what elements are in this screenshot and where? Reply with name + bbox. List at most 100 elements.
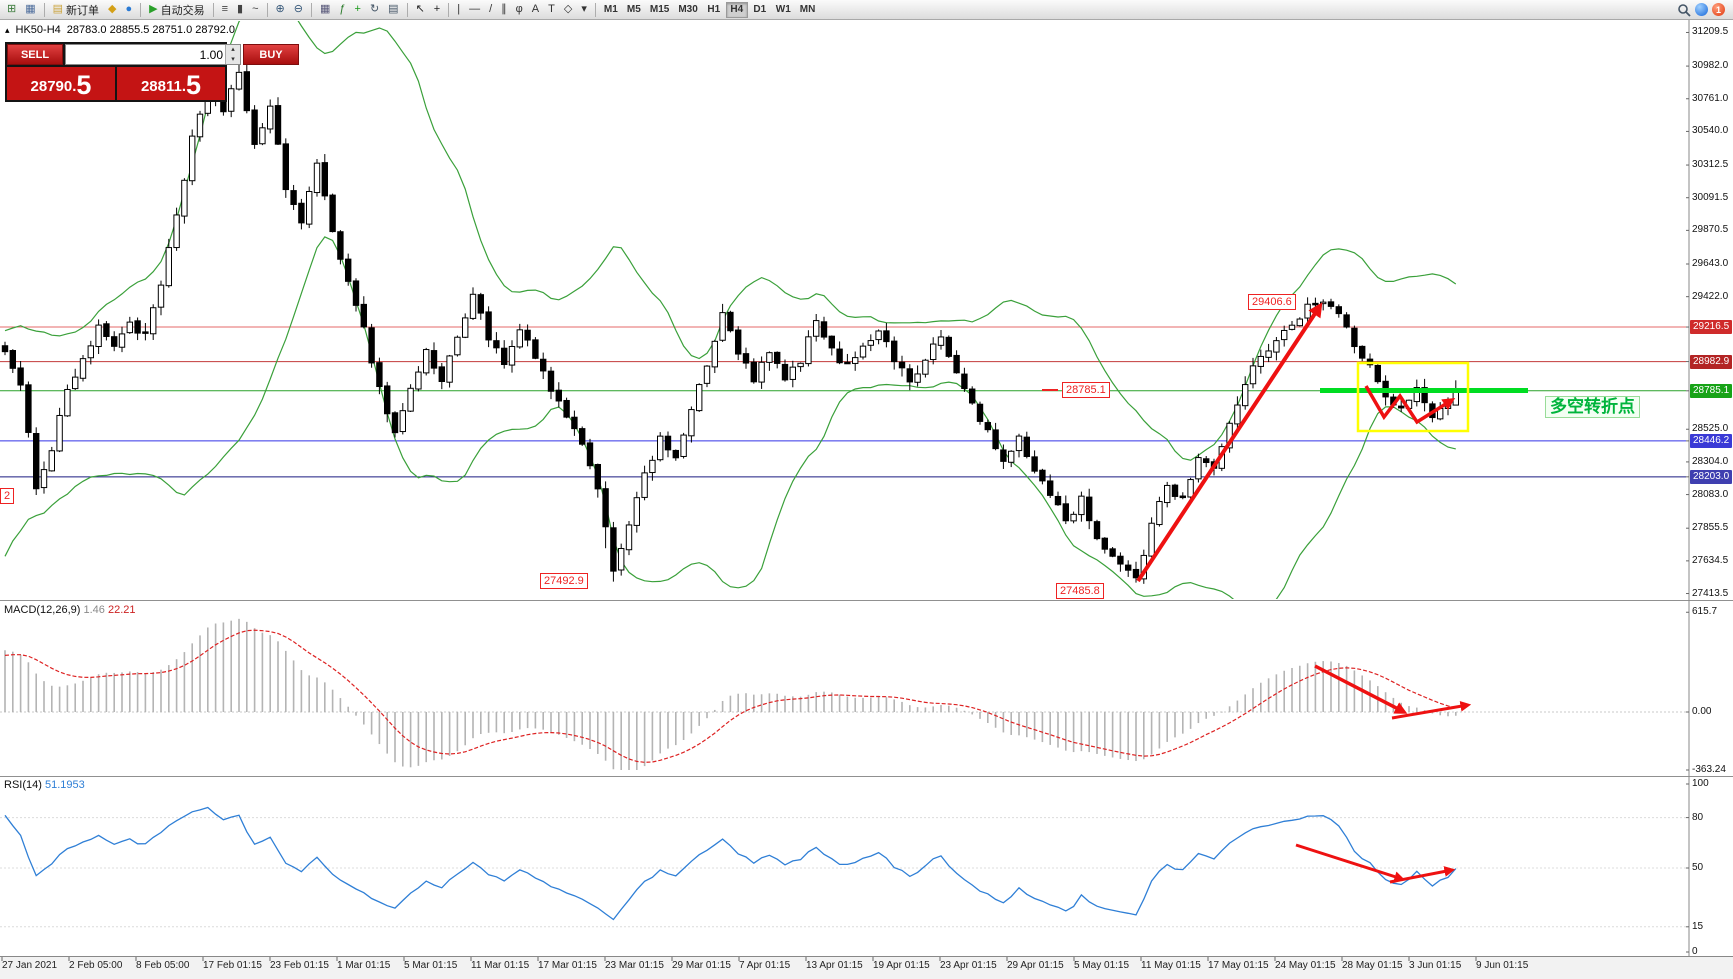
- macd-name: MACD(12,26,9): [4, 604, 81, 616]
- trendline-icon: /: [489, 3, 493, 15]
- fibonacci-icon: φ: [515, 3, 523, 15]
- templates-icon: ▤: [388, 3, 399, 15]
- toolbar-separator: [448, 2, 450, 17]
- zoom-in-button[interactable]: ⊕: [272, 1, 289, 18]
- hline-button[interactable]: —: [465, 1, 484, 18]
- macd-histogram: [4, 618, 1457, 770]
- macd-value-1: 1.46: [83, 604, 105, 616]
- volume-spinner: ▴ ▾: [225, 45, 240, 64]
- timeframe-m5[interactable]: M5: [623, 2, 645, 18]
- pivot-annotation-text[interactable]: 多空转折点: [1545, 396, 1640, 418]
- trend-arrow[interactable]: [1136, 302, 1323, 583]
- trend-arrow[interactable]: [1389, 866, 1456, 884]
- new-order-button[interactable]: ▤ 新订单: [49, 1, 103, 18]
- crosshair-button[interactable]: +: [430, 1, 444, 18]
- autotrade-button[interactable]: ▶ 自动交易: [145, 1, 208, 18]
- indicators-icon: ƒ: [339, 3, 346, 15]
- profiles-button[interactable]: ▦: [21, 1, 39, 18]
- bollinger-bands: [4, 21, 1457, 599]
- periodicity-button[interactable]: ↻: [366, 1, 383, 18]
- timeframe-mn[interactable]: MN: [796, 2, 820, 18]
- channel-button[interactable]: ∥: [497, 1, 511, 18]
- sell-price-button[interactable]: 28790. 5: [7, 67, 115, 100]
- arrows-icon: ▾: [581, 3, 587, 15]
- macd-signal-line: [4, 629, 1456, 763]
- search-icon[interactable]: [1677, 3, 1691, 17]
- toolbar-separator: [266, 2, 268, 17]
- deposit-icon-icon: ◆: [108, 3, 117, 15]
- buy-price-pip: 5: [186, 70, 202, 100]
- add-object-button[interactable]: +: [351, 1, 365, 18]
- support-highlight-bar[interactable]: [1320, 388, 1528, 393]
- toolbar-separator: [406, 2, 408, 17]
- new-order-icon: ▤: [52, 3, 64, 15]
- toolbar-right-group: 1: [1677, 3, 1730, 17]
- trendline-button[interactable]: /: [485, 1, 496, 18]
- ohlc-values: 28783.0 28855.5 28751.0 28792.0: [66, 24, 235, 36]
- timeframe-m1[interactable]: M1: [600, 2, 622, 18]
- timeframe-d1[interactable]: D1: [749, 2, 771, 18]
- periodicity-icon: ↻: [369, 3, 380, 15]
- indicators-button[interactable]: ƒ: [335, 1, 349, 18]
- hline-icon: —: [469, 3, 481, 15]
- shapes-button[interactable]: ◇: [560, 1, 576, 18]
- label-button[interactable]: T: [544, 1, 559, 18]
- volume-field: ▴ ▾: [65, 44, 241, 65]
- rsi-line: [4, 806, 1457, 921]
- toolbar: ⊞ ▦ ▤ 新订单 ◆ ● ▶ 自动交易 ≡ ▮ ~ ⊕ ⊖ ▦ ƒ + ↻ ▤ ↖ + | — / ∥ φ A T ◇ ▾ M1 M5 M1…: [0, 0, 1733, 20]
- fibonacci-button[interactable]: φ: [512, 1, 527, 18]
- trend-arrow[interactable]: [1364, 385, 1456, 425]
- label-icon: T: [548, 3, 555, 15]
- add-object-icon: +: [354, 3, 361, 15]
- collapse-icon[interactable]: ▴: [5, 24, 10, 35]
- zoom-out-button[interactable]: ⊖: [290, 1, 307, 18]
- timeframe-w1[interactable]: W1: [772, 2, 795, 18]
- timeframe-m30[interactable]: M30: [674, 2, 701, 18]
- candlesticks: [1, 50, 1459, 584]
- macd-indicator-label: MACD(12,26,9) 1.46 22.21: [4, 604, 136, 616]
- channel-icon: ∥: [501, 3, 507, 15]
- bar-chart-icon: ≡: [221, 3, 229, 15]
- text-button[interactable]: A: [528, 1, 543, 18]
- candlestick-button[interactable]: ▮: [233, 1, 247, 18]
- chart-ohlc-header: ▴ HK50-H4 28783.0 28855.5 28751.0 28792.…: [5, 24, 235, 36]
- cursor-button[interactable]: ↖: [412, 1, 429, 18]
- volume-up-icon[interactable]: ▴: [231, 46, 235, 54]
- timeframe-m15[interactable]: M15: [646, 2, 673, 18]
- toolbar-separator: [310, 2, 312, 17]
- candlestick-icon: ▮: [237, 3, 244, 15]
- symbol-period-label: HK50-H4: [15, 24, 61, 36]
- timeframe-h1[interactable]: H1: [703, 2, 725, 18]
- buy-price-main: 28811.: [140, 78, 187, 95]
- new-chart-button[interactable]: ⊞: [3, 1, 20, 18]
- consolidation-box[interactable]: [1356, 361, 1470, 433]
- toolbar-separator: [43, 2, 45, 17]
- funds-icon[interactable]: ●: [122, 1, 137, 18]
- sell-price-pip: 5: [76, 70, 92, 100]
- one-click-trading-panel: SELL ▴ ▾ BUY 28790.5 28811.5: [5, 42, 299, 102]
- volume-input[interactable]: [66, 45, 225, 64]
- rsi-value: 51.1953: [44, 779, 85, 791]
- line-chart-button[interactable]: ~: [248, 1, 262, 18]
- buy-price-button[interactable]: 28811. 5: [117, 67, 225, 100]
- trend-arrow[interactable]: [1314, 664, 1408, 714]
- community-icon[interactable]: [1695, 3, 1708, 16]
- volume-down-icon[interactable]: ▾: [231, 55, 235, 63]
- arrows-button[interactable]: ▾: [577, 1, 591, 18]
- trend-arrow[interactable]: [1391, 700, 1472, 720]
- vline-button[interactable]: |: [453, 1, 464, 18]
- timeframe-h4[interactable]: H4: [725, 1, 748, 18]
- notification-badge-icon[interactable]: 1: [1712, 3, 1725, 16]
- vline-icon: |: [457, 3, 461, 15]
- buy-button[interactable]: BUY: [243, 44, 299, 65]
- bar-chart-button[interactable]: ≡: [218, 1, 232, 18]
- templates-button[interactable]: ▤: [384, 1, 402, 18]
- deposit-icon[interactable]: ◆: [104, 1, 120, 18]
- sell-button[interactable]: SELL: [7, 44, 63, 65]
- trend-arrow[interactable]: [1295, 843, 1406, 882]
- tile-windows-button[interactable]: ▦: [316, 1, 334, 18]
- sell-price-main: 28790.: [30, 78, 77, 95]
- toolbar-separator: [212, 2, 214, 17]
